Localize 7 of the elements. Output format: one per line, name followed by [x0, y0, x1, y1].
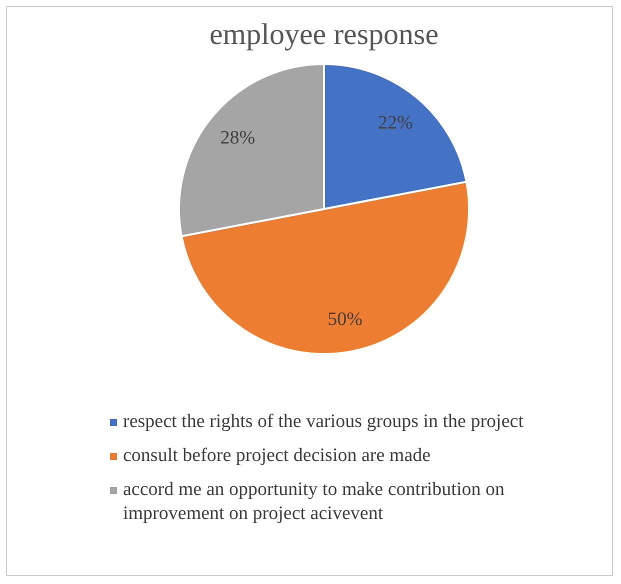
- legend-label: accord me an opportunity to make contribution on improvement on project acivevent: [123, 478, 506, 526]
- legend-label: consult before project decision are made: [123, 444, 431, 468]
- chart-title: employee response: [209, 18, 439, 51]
- data-label: 28%: [220, 128, 256, 149]
- data-label: 50%: [328, 309, 363, 330]
- data-label: 22%: [378, 112, 413, 134]
- legend-label: respect the rights of the various groups in the project: [123, 410, 524, 434]
